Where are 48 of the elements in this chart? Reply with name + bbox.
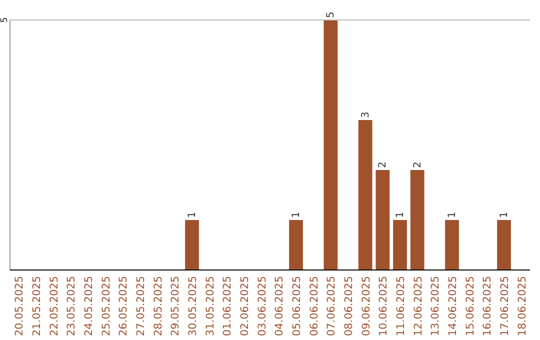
data-label: 5 bbox=[326, 12, 337, 18]
x-tick-label: 02.06.2025 bbox=[239, 276, 251, 336]
x-tick-label: 31.05.2025 bbox=[204, 276, 216, 336]
bar bbox=[324, 20, 338, 270]
x-tick-label: 16.06.2025 bbox=[482, 276, 494, 336]
bar bbox=[445, 220, 459, 270]
x-tick-label: 28.05.2025 bbox=[152, 276, 164, 336]
x-tick-label: 18.06.2025 bbox=[516, 276, 528, 336]
x-tick-label: 25.05.2025 bbox=[100, 276, 112, 336]
bar bbox=[376, 170, 390, 270]
x-tick-label: 12.06.2025 bbox=[412, 276, 424, 336]
bar bbox=[410, 170, 424, 270]
x-tick-label: 01.06.2025 bbox=[222, 276, 234, 336]
data-label: 1 bbox=[395, 212, 406, 218]
x-tick-label: 11.06.2025 bbox=[395, 276, 407, 336]
x-tick-label: 13.06.2025 bbox=[430, 276, 442, 336]
x-tick-label: 30.05.2025 bbox=[187, 276, 199, 336]
x-tick-label: 26.05.2025 bbox=[118, 276, 130, 336]
data-label: 2 bbox=[378, 162, 389, 168]
bar bbox=[358, 120, 372, 270]
x-tick-label: 06.06.2025 bbox=[308, 276, 320, 336]
data-label: 2 bbox=[412, 162, 424, 168]
bar bbox=[497, 220, 511, 270]
x-tick-label: 20.05.2025 bbox=[14, 276, 26, 336]
bar bbox=[393, 220, 407, 270]
x-tick-label: 03.06.2025 bbox=[256, 276, 268, 336]
x-tick-label: 29.05.2025 bbox=[170, 276, 182, 336]
data-label: 1 bbox=[499, 212, 510, 218]
x-tick-label: 17.06.2025 bbox=[499, 276, 511, 336]
x-tick-label: 14.06.2025 bbox=[447, 276, 459, 336]
x-tick-label: 05.06.2025 bbox=[291, 276, 303, 336]
x-tick-label: 24.05.2025 bbox=[83, 276, 95, 336]
x-tick-label: 21.05.2025 bbox=[31, 276, 43, 336]
x-tick-label: 10.06.2025 bbox=[378, 276, 390, 336]
x-tick-label: 15.06.2025 bbox=[464, 276, 476, 336]
x-tick-label: 09.06.2025 bbox=[360, 276, 372, 336]
data-label: 3 bbox=[360, 112, 372, 118]
bar bbox=[185, 220, 199, 270]
data-label: 1 bbox=[447, 212, 458, 218]
x-tick-label: 08.06.2025 bbox=[343, 276, 355, 336]
x-tick-label: 07.06.2025 bbox=[326, 276, 338, 336]
data-label: 1 bbox=[291, 212, 302, 218]
x-tick-label: 23.05.2025 bbox=[66, 276, 78, 336]
x-tick-label: 04.06.2025 bbox=[274, 276, 286, 336]
bar bbox=[289, 220, 303, 270]
data-label: 1 bbox=[187, 212, 198, 218]
x-tick-label: 22.05.2025 bbox=[48, 276, 60, 336]
x-tick-label: 27.05.2025 bbox=[135, 276, 147, 336]
